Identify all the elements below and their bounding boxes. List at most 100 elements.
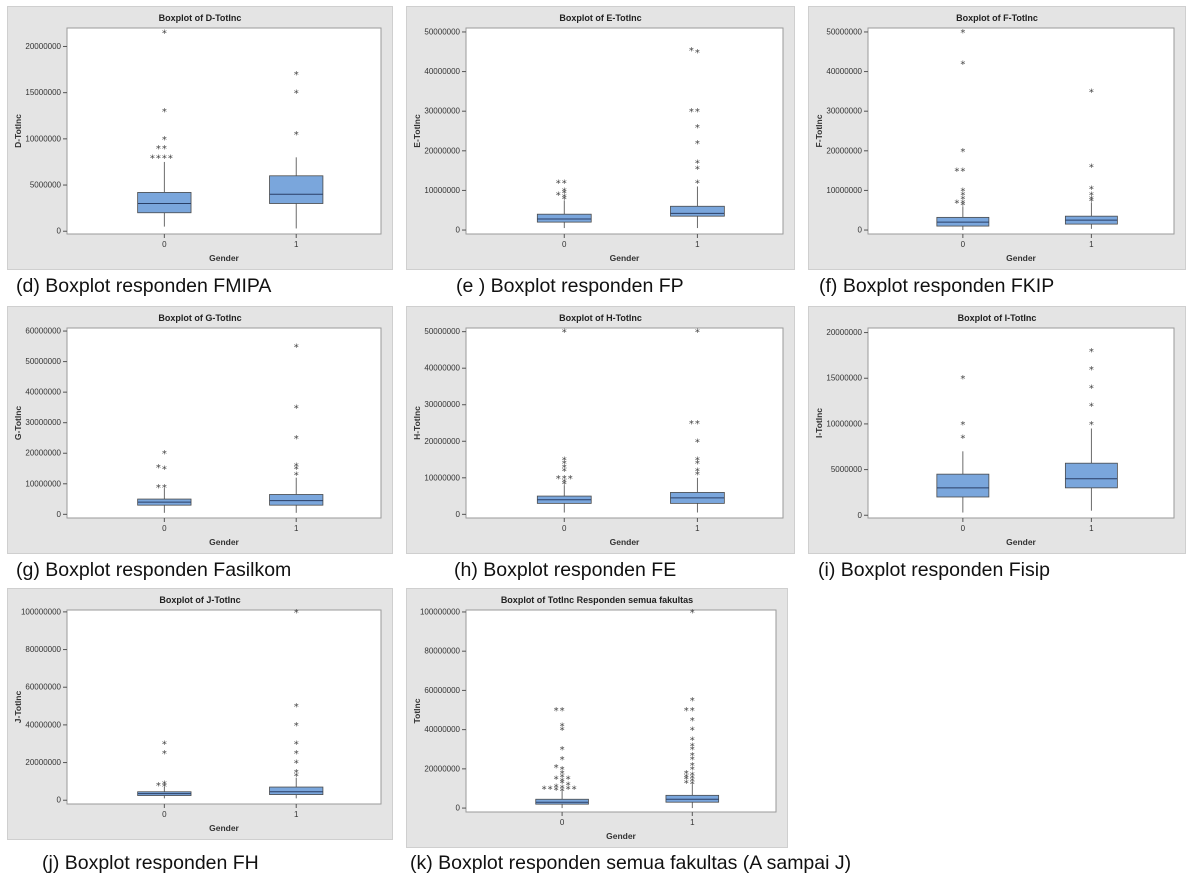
box-iqr	[1064, 462, 1118, 489]
outlier-point: *	[562, 179, 567, 190]
outlier-point: *	[294, 772, 299, 783]
y-axis-label: H-TotInc	[412, 406, 422, 440]
outlier-point: *	[689, 419, 694, 430]
y-tick-label: 50000000	[424, 327, 460, 336]
outlier-point: *	[562, 467, 567, 478]
outlier-point: *	[695, 179, 700, 190]
outlier-point: *	[684, 775, 689, 786]
outlier-point: *	[554, 783, 559, 794]
y-tick-label: 30000000	[424, 107, 460, 116]
x-tick-label: 1	[695, 240, 700, 249]
outlier-point: *	[294, 465, 299, 476]
outlier-point: *	[690, 726, 695, 737]
outlier-point: *	[960, 28, 965, 39]
outlier-point: *	[562, 186, 567, 197]
outlier-point: *	[294, 749, 299, 760]
box-iqr	[536, 213, 592, 223]
x-axis-label: Gender	[606, 831, 636, 841]
outlier-point: *	[695, 328, 700, 339]
y-tick-label: 0	[456, 804, 461, 813]
outlier-point: *	[156, 463, 161, 474]
y-tick-label: 20000000	[826, 328, 862, 337]
outlier-point: *	[162, 449, 167, 460]
y-tick-label: 80000000	[424, 647, 460, 656]
outlier-point: *	[562, 194, 567, 205]
y-tick-label: 0	[57, 510, 62, 519]
y-tick-label: 50000000	[826, 27, 862, 36]
outlier-point: *	[556, 190, 561, 201]
outlier-point: *	[156, 483, 161, 494]
outlier-point: *	[294, 461, 299, 472]
x-tick-label: 1	[1089, 240, 1094, 249]
outlier-point: *	[690, 771, 695, 782]
x-tick-label: 0	[562, 524, 567, 533]
outlier-point: *	[689, 46, 694, 57]
y-tick-label: 10000000	[826, 419, 862, 428]
x-tick-label: 0	[162, 524, 167, 533]
outlier-point: *	[695, 123, 700, 134]
x-axis-label: Gender	[1006, 537, 1036, 547]
caption-j: (j) Boxplot responden FH	[42, 852, 259, 874]
y-tick-label: 20000000	[25, 449, 61, 458]
chart-panel-g: Boxplot of G-TotInc 0 10000000 20000000 3000…	[7, 306, 393, 554]
x-tick-label: 0	[162, 240, 167, 249]
outlier-point: *	[566, 784, 571, 795]
outlier-point: *	[162, 779, 167, 790]
y-tick-label: 0	[456, 510, 461, 519]
y-tick-label: 20000000	[25, 758, 61, 767]
outlier-point: *	[560, 783, 565, 794]
outlier-point: *	[684, 779, 689, 790]
outlier-point: *	[554, 706, 559, 717]
outlier-point: *	[562, 192, 567, 203]
outlier-point: *	[960, 200, 965, 211]
outlier-point: *	[560, 786, 565, 797]
plot-area	[465, 27, 784, 235]
y-tick-label: 40000000	[25, 388, 61, 397]
x-tick-label: 1	[1089, 524, 1094, 533]
outlier-point: *	[960, 167, 965, 178]
outlier-point: *	[960, 190, 965, 201]
outlier-point: *	[566, 781, 571, 792]
outlier-point: *	[1089, 194, 1094, 205]
chart-title: Boxplot of I-TotInc	[958, 313, 1037, 323]
y-tick-label: 40000000	[424, 725, 460, 734]
outlier-point: *	[572, 784, 577, 795]
outlier-point: *	[162, 107, 167, 118]
y-tick-label: 40000000	[424, 67, 460, 76]
outlier-point: *	[690, 755, 695, 766]
outlier-point: *	[562, 188, 567, 199]
chart-panel-k: Boxplot of TotInc Responden semua fakult…	[406, 588, 788, 848]
plot-area	[66, 27, 382, 235]
y-tick-label: 20000000	[424, 764, 460, 773]
plot-area	[465, 327, 784, 519]
y-tick-label: 20000000	[424, 437, 460, 446]
y-tick-label: 80000000	[25, 645, 61, 654]
outlier-point: *	[690, 696, 695, 707]
x-tick-label: 1	[690, 818, 695, 827]
outlier-point: *	[162, 483, 167, 494]
caption-d: (d) Boxplot responden FMIPA	[16, 275, 272, 297]
outlier-point: *	[560, 777, 565, 788]
outlier-point: *	[560, 722, 565, 733]
y-axis-label: I-TotInc	[814, 408, 824, 438]
outlier-point: *	[162, 465, 167, 476]
outlier-point: *	[294, 342, 299, 353]
outlier-point: *	[548, 784, 553, 795]
outlier-point: *	[695, 419, 700, 430]
x-axis-label: Gender	[1006, 253, 1036, 263]
outlier-point: *	[1089, 365, 1094, 376]
y-tick-label: 10000000	[424, 473, 460, 482]
outlier-point: *	[294, 721, 299, 732]
outlier-point: *	[1089, 402, 1094, 413]
outlier-point: *	[690, 608, 695, 619]
outlier-point: *	[560, 745, 565, 756]
x-axis-label: Gender	[209, 823, 239, 833]
outlier-point: *	[690, 751, 695, 762]
outlier-point: *	[294, 471, 299, 482]
y-tick-label: 60000000	[25, 327, 61, 336]
outlier-point: *	[294, 702, 299, 713]
outlier-point: *	[690, 774, 695, 785]
outlier-point: *	[560, 773, 565, 784]
outlier-point: *	[960, 374, 965, 385]
outlier-point: *	[1089, 420, 1094, 431]
